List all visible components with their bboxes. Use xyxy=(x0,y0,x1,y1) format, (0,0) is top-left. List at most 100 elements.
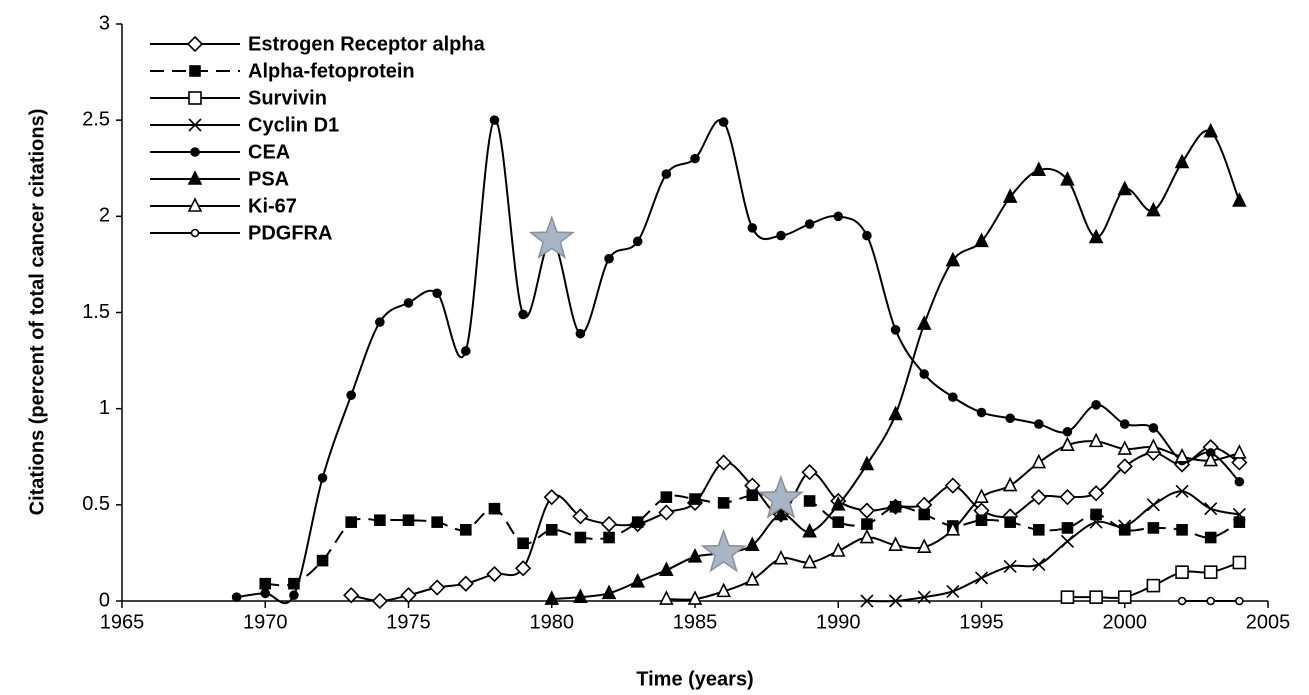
x-tick-label: 1965 xyxy=(100,611,145,633)
marker xyxy=(1203,122,1218,138)
marker xyxy=(804,219,815,229)
marker xyxy=(832,516,845,528)
marker xyxy=(717,497,730,509)
marker xyxy=(660,491,673,503)
marker xyxy=(187,197,203,212)
x-tick-label: 1970 xyxy=(243,611,288,633)
marker xyxy=(974,488,989,503)
marker xyxy=(802,522,817,538)
marker xyxy=(1003,559,1017,573)
marker xyxy=(343,587,360,604)
marker xyxy=(745,571,760,586)
marker xyxy=(1089,590,1103,604)
marker xyxy=(186,35,204,53)
marker xyxy=(1032,557,1046,572)
marker xyxy=(945,251,961,267)
marker xyxy=(190,228,200,238)
marker xyxy=(489,115,500,125)
marker xyxy=(1062,426,1073,437)
marker xyxy=(543,489,560,506)
marker xyxy=(632,236,643,247)
legend-label: Survivin xyxy=(248,87,327,109)
x-tick-label: 2005 xyxy=(1246,611,1291,633)
marker xyxy=(1234,476,1245,487)
marker xyxy=(572,508,589,525)
marker xyxy=(403,298,414,308)
marker xyxy=(1232,444,1247,459)
marker xyxy=(189,65,201,77)
highlight-star xyxy=(528,215,575,260)
marker xyxy=(1203,565,1218,579)
marker xyxy=(745,536,760,552)
y-tick-label: 2.5 xyxy=(82,108,110,130)
marker xyxy=(1087,485,1105,502)
marker xyxy=(860,594,874,608)
marker xyxy=(371,592,388,610)
marker xyxy=(830,542,846,557)
marker xyxy=(773,505,789,521)
legend-label: PDGFRA xyxy=(248,222,332,244)
x-tick-label: 2000 xyxy=(1103,611,1148,633)
marker xyxy=(1231,454,1248,471)
marker xyxy=(1146,201,1161,217)
marker xyxy=(888,594,903,608)
marker xyxy=(1174,153,1190,169)
marker xyxy=(486,565,503,583)
marker xyxy=(687,547,703,563)
marker xyxy=(316,554,329,567)
marker xyxy=(1059,489,1076,506)
marker xyxy=(460,346,471,356)
x-tick-label: 1990 xyxy=(816,611,861,633)
marker xyxy=(601,584,617,600)
marker xyxy=(1146,498,1160,512)
marker xyxy=(400,587,417,604)
marker xyxy=(975,514,988,527)
marker xyxy=(573,588,588,603)
marker xyxy=(457,575,474,592)
marker xyxy=(1033,524,1045,536)
marker xyxy=(1002,188,1018,203)
marker xyxy=(604,253,614,264)
marker xyxy=(1118,524,1131,536)
marker xyxy=(1175,565,1189,579)
marker xyxy=(687,590,703,605)
marker xyxy=(1089,515,1103,529)
marker xyxy=(1005,413,1015,424)
marker xyxy=(231,592,242,602)
marker xyxy=(1117,440,1133,455)
marker xyxy=(1034,419,1044,429)
marker xyxy=(801,464,818,481)
marker xyxy=(715,454,732,471)
marker xyxy=(1002,476,1018,492)
marker xyxy=(746,489,759,502)
legend-label: Ki-67 xyxy=(248,195,297,217)
legend-label: PSA xyxy=(248,168,289,190)
marker xyxy=(976,407,987,418)
marker xyxy=(888,405,903,421)
marker xyxy=(1031,453,1047,469)
marker xyxy=(658,504,675,521)
marker xyxy=(773,549,789,565)
marker xyxy=(1060,436,1075,452)
marker xyxy=(859,528,875,544)
y-tick-label: 3 xyxy=(99,12,110,34)
x-tick-label: 1975 xyxy=(386,611,431,633)
marker xyxy=(1119,419,1130,429)
marker xyxy=(946,584,960,598)
marker xyxy=(488,502,501,515)
marker xyxy=(514,560,532,577)
legend-label: Alpha-fetoprotein xyxy=(248,60,415,82)
marker xyxy=(659,561,674,577)
marker xyxy=(861,518,873,530)
marker xyxy=(518,309,528,320)
x-tick-label: 1980 xyxy=(530,611,575,633)
marker xyxy=(747,223,758,233)
legend-label: Estrogen Receptor alpha xyxy=(248,33,486,55)
marker xyxy=(544,590,560,605)
marker xyxy=(716,582,731,598)
marker xyxy=(188,91,202,105)
marker xyxy=(948,392,958,402)
marker xyxy=(346,390,357,401)
marker xyxy=(1175,484,1189,498)
marker xyxy=(1206,596,1215,606)
